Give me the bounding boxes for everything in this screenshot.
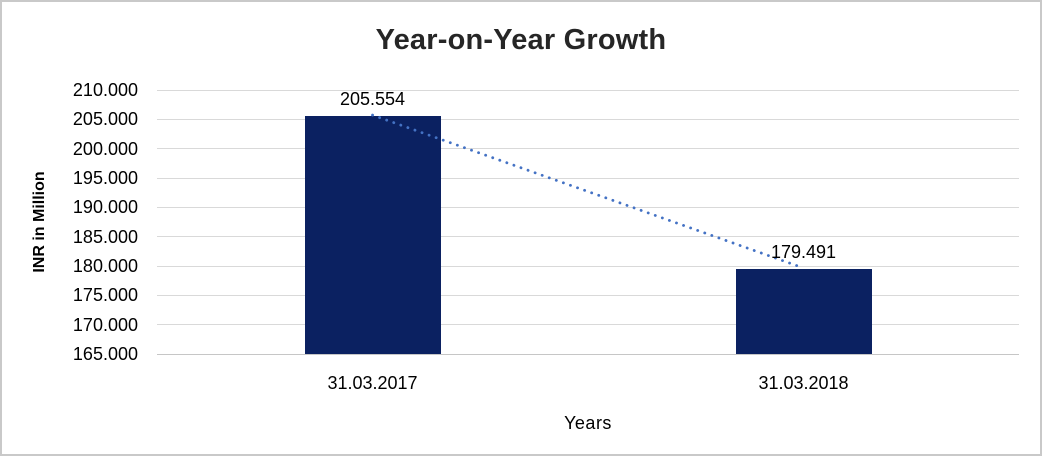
- plot-area: [157, 89, 1019, 355]
- gridline: [157, 177, 1019, 179]
- y-tick-label: 205.000: [72, 109, 138, 130]
- data-label: 205.554: [339, 89, 406, 110]
- x-tick-label: 31.03.2018: [758, 373, 849, 393]
- y-tick-label: 180.000: [72, 256, 138, 276]
- y-tick-label: 175.000: [72, 285, 138, 306]
- y-tick-label: 185.000: [72, 226, 138, 247]
- gridline: [157, 89, 1019, 91]
- y-tick-label: 190.000: [72, 197, 138, 218]
- y-tick-label: 210.000: [72, 80, 138, 100]
- x-axis-title: Years: [564, 413, 612, 433]
- y-tick-label: 195.000: [72, 168, 138, 188]
- y-tick-label: 165.000: [72, 344, 138, 364]
- bar-31.03.2018: [735, 268, 872, 354]
- y-tick-label: 170.000: [72, 314, 138, 335]
- gridline: [157, 324, 1019, 326]
- x-tick-label: 31.03.2017: [327, 373, 418, 393]
- y-tick-label: 200.000: [72, 138, 138, 159]
- data-label: 179.491: [770, 241, 837, 262]
- trendline: [371, 113, 805, 270]
- gridline: [157, 206, 1019, 208]
- gridline: [157, 236, 1019, 238]
- bar-31.03.2017: [304, 116, 441, 354]
- gridline: [157, 265, 1019, 267]
- x-axis-line: [157, 354, 1019, 355]
- chart-title: Year-on-Year Growth: [375, 24, 667, 56]
- gridline: [157, 294, 1019, 296]
- gridline: [157, 118, 1019, 120]
- gridline: [157, 148, 1019, 150]
